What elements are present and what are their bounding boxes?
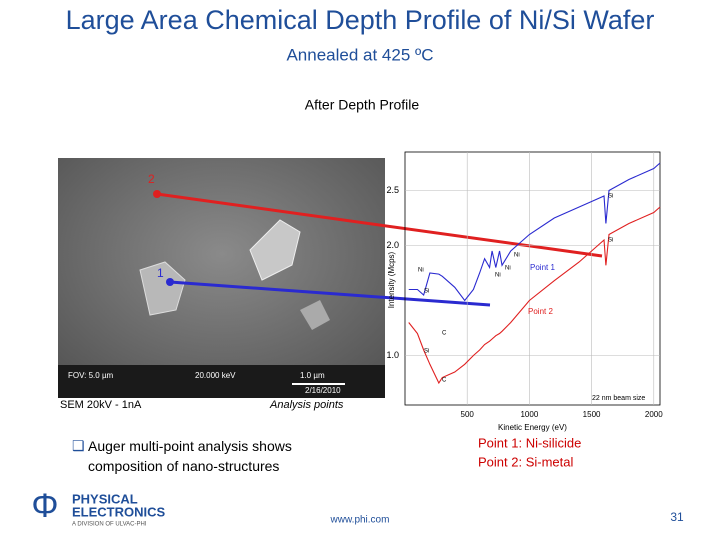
url: www.phi.com [330, 515, 390, 526]
bullet-box: Auger multi-point analysis shows composi… [88, 438, 292, 474]
note: Point 1: Ni-silicide [478, 435, 581, 450]
series-line [408, 162, 661, 302]
sem-particle [249, 219, 301, 281]
title: Large Area Chemical Depth Profile of Ni/… [66, 5, 655, 35]
logo-text: ELECTRONICS [72, 504, 166, 519]
series-label: Point 2 [528, 307, 553, 316]
points-caption: Analysis points [269, 399, 344, 411]
note: Point 2: Si-metal [478, 454, 573, 469]
peak-label: Si [424, 349, 429, 355]
bullet-icon: ❑ [72, 438, 85, 454]
peak-label: Si [608, 238, 613, 244]
logo-text: A DIVISION OF ULVAC-PHI [72, 522, 147, 528]
y-tick-label: 1.0 [386, 350, 399, 360]
peak-label: Ni [418, 268, 424, 274]
sem-particle [300, 300, 330, 330]
point-label: 1 [157, 266, 164, 280]
logo-symbol: Φ [31, 487, 58, 525]
page-number: 31 [670, 510, 684, 524]
bullet-text: Auger multi-point analysis shows composi… [88, 438, 292, 474]
sem-info: FOV: 5.0 µm [68, 371, 114, 380]
x-tick-label: 2000 [645, 410, 663, 419]
sem-info: 1.0 µm [300, 371, 325, 380]
x-tick-label: 500 [461, 410, 475, 419]
sem-caption: SEM 20kV - 1nA [60, 399, 142, 411]
series-label: Point 1 [530, 263, 555, 272]
pointer-line [169, 280, 491, 307]
x-tick-label: 1500 [583, 410, 601, 419]
peak-label: Si [424, 289, 429, 295]
plot-frame [404, 151, 661, 406]
chart: 1.0 2.0 2.5 500 1000 1500 2000 Kinetic Energy (… [386, 152, 663, 432]
section-title: After Depth Profile [305, 97, 420, 113]
sem-info: 2/16/2010 [305, 386, 341, 395]
peak-label: Ni [514, 253, 520, 259]
peak-label: 22 nm beam size [592, 395, 645, 402]
point-label: 2 [148, 172, 155, 186]
peak-label: Si [608, 194, 613, 200]
peak-label: C [442, 331, 447, 337]
peak-label: C [442, 378, 447, 384]
logo-text: PHYSICAL [72, 491, 138, 506]
y-tick-label: 2.5 [386, 185, 399, 195]
sem-image [58, 158, 385, 398]
sem-info: 20.000 keV [195, 371, 236, 380]
x-axis-label: Kinetic Energy (eV) [498, 423, 567, 432]
y-axis-label: Intensity (Mcps) [387, 251, 396, 308]
x-tick-label: 1000 [520, 410, 538, 419]
y-tick-label: 2.0 [386, 240, 399, 250]
peak-label: Ni [505, 266, 511, 272]
series-line [408, 206, 661, 385]
sem-particle [139, 261, 186, 316]
subtitle: Annealed at 425 ºC [286, 45, 433, 64]
peak-label: Ni [495, 273, 501, 279]
sem-info-bar [58, 365, 385, 398]
